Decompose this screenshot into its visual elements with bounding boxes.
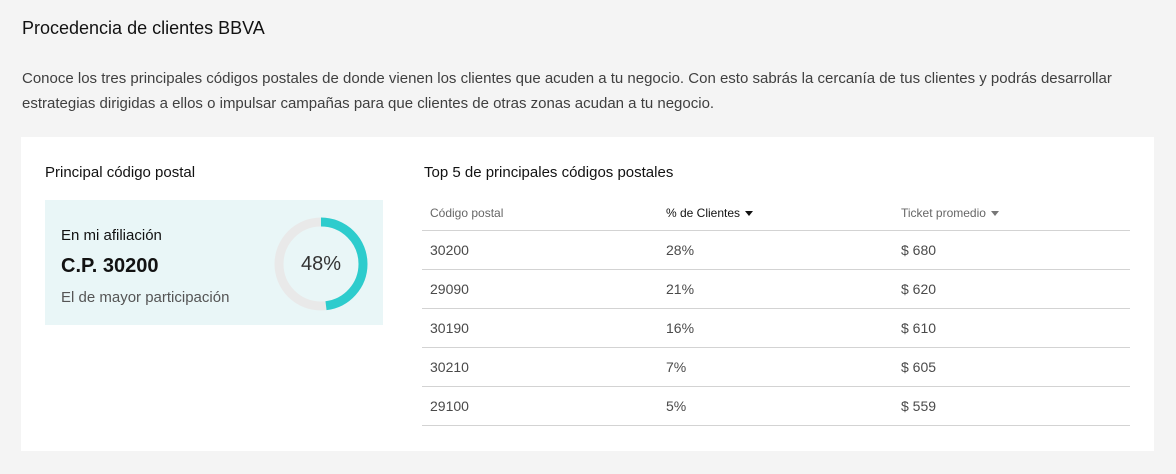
principal-section-title: Principal código postal [45,164,196,181]
column-header-label: % de Clientes [666,206,741,220]
donut-progress-arc [274,217,368,311]
page-title: Procedencia de clientes BBVA [22,18,265,38]
participation-donut-chart [274,217,368,311]
postal-code-cell: 29090 [422,269,658,309]
table-header-row: Código postal % de Clientes Ticket prome… [422,196,1130,231]
column-header-average-ticket[interactable]: Ticket promedio [893,196,1130,231]
percent-clients-cell: 16% [658,308,893,348]
principal-subtitle: El de mayor participación [61,289,230,306]
top5-section-title: Top 5 de principales códigos postales [424,164,674,181]
postal-code-cell: 30190 [422,308,658,348]
table-row: 30190 16% $ 610 [422,308,1130,348]
postal-code-card: Principal código postal En mi afiliación… [21,137,1154,451]
average-ticket-cell: $ 605 [893,347,1130,387]
percent-clients-cell: 5% [658,386,893,426]
average-ticket-cell: $ 610 [893,308,1130,348]
percent-clients-cell: 7% [658,347,893,387]
affiliation-label: En mi afiliación [61,227,162,244]
table-row: 29090 21% $ 620 [422,269,1130,309]
average-ticket-cell: $ 680 [893,230,1130,270]
average-ticket-cell: $ 620 [893,269,1130,309]
caret-down-icon [990,211,999,217]
page-description: Conoce los tres principales códigos post… [22,70,1112,112]
column-header-label: Ticket promedio [901,206,986,220]
percent-clients-cell: 28% [658,230,893,270]
postal-code-cell: 29100 [422,386,658,426]
column-header-percent-clients[interactable]: % de Clientes [658,196,893,231]
percent-clients-cell: 21% [658,269,893,309]
table-row: 30200 28% $ 680 [422,230,1130,270]
table-row: 30210 7% $ 605 [422,347,1130,387]
principal-postal-code: C.P. 30200 [61,255,159,277]
average-ticket-cell: $ 559 [893,386,1130,426]
table-row: 29100 5% $ 559 [422,386,1130,426]
principal-postal-code-panel: En mi afiliación C.P. 30200 El de mayor … [45,200,383,325]
caret-down-icon [745,211,754,217]
postal-code-cell: 30200 [422,230,658,270]
top5-postal-codes-table: Código postal % de Clientes Ticket prome… [422,196,1130,426]
column-header-postal-code: Código postal [422,196,658,231]
column-header-label: Código postal [430,206,504,220]
postal-code-cell: 30210 [422,347,658,387]
participation-percent: 48% [300,252,342,275]
